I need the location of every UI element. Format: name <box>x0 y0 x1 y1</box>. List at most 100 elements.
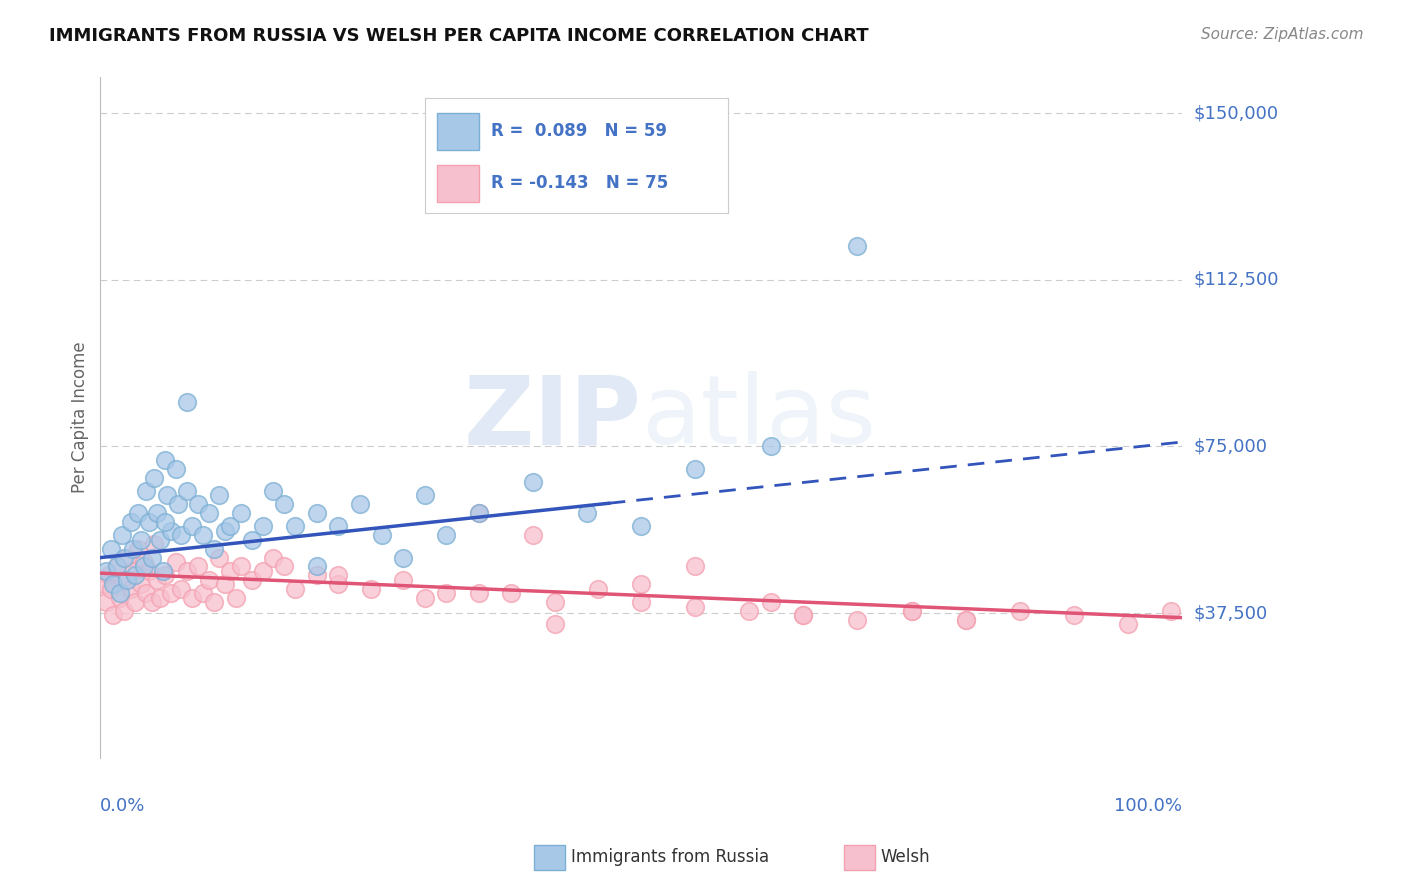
Point <box>197 573 219 587</box>
Point <box>543 617 565 632</box>
Point <box>121 541 143 556</box>
Point <box>155 452 177 467</box>
Point <box>576 506 599 520</box>
Point <box>121 564 143 578</box>
Point <box>436 586 458 600</box>
Point <box>135 586 157 600</box>
Point <box>522 528 544 542</box>
Point <box>738 604 761 618</box>
Point <box>108 591 131 605</box>
Point <box>284 519 307 533</box>
Point <box>1063 608 1085 623</box>
Point <box>759 595 782 609</box>
Point <box>630 519 652 533</box>
Point <box>468 506 491 520</box>
Point <box>131 533 153 547</box>
Point <box>252 519 274 533</box>
Point <box>167 497 190 511</box>
Point <box>187 497 209 511</box>
Point <box>149 533 172 547</box>
Point <box>176 564 198 578</box>
Point <box>120 582 142 596</box>
Point <box>328 577 350 591</box>
Point <box>138 564 160 578</box>
Point <box>98 568 121 582</box>
Point <box>120 515 142 529</box>
Text: 100.0%: 100.0% <box>1114 797 1182 814</box>
Text: $75,000: $75,000 <box>1194 437 1267 456</box>
Text: Immigrants from Russia: Immigrants from Russia <box>571 848 769 866</box>
Point <box>100 582 122 596</box>
Point <box>132 559 155 574</box>
Point <box>370 528 392 542</box>
Point <box>181 591 204 605</box>
Point <box>1116 617 1139 632</box>
Point <box>328 519 350 533</box>
Text: IMMIGRANTS FROM RUSSIA VS WELSH PER CAPITA INCOME CORRELATION CHART: IMMIGRANTS FROM RUSSIA VS WELSH PER CAPI… <box>49 27 869 45</box>
Point <box>111 528 134 542</box>
Point <box>792 608 814 623</box>
Point <box>141 550 163 565</box>
Point <box>117 550 139 565</box>
Point <box>124 595 146 609</box>
Point <box>273 559 295 574</box>
Point <box>284 582 307 596</box>
Y-axis label: Per Capita Income: Per Capita Income <box>72 342 89 493</box>
Point <box>214 577 236 591</box>
Point <box>170 528 193 542</box>
Point <box>165 461 187 475</box>
Point <box>165 555 187 569</box>
Point <box>630 577 652 591</box>
Text: $37,500: $37,500 <box>1194 604 1267 623</box>
Point <box>132 555 155 569</box>
Point <box>127 506 149 520</box>
Point <box>138 515 160 529</box>
Point <box>191 586 214 600</box>
Text: Welsh: Welsh <box>880 848 929 866</box>
Point <box>208 488 231 502</box>
Point <box>145 573 167 587</box>
Point <box>208 550 231 565</box>
Point <box>214 524 236 538</box>
Point <box>683 461 706 475</box>
Point <box>1008 604 1031 618</box>
Point <box>413 591 436 605</box>
Point <box>349 497 371 511</box>
Point <box>219 564 242 578</box>
Point <box>305 506 328 520</box>
Point <box>501 586 523 600</box>
Point <box>117 573 139 587</box>
Point <box>176 395 198 409</box>
Point <box>149 591 172 605</box>
Point <box>955 613 977 627</box>
Text: $150,000: $150,000 <box>1194 104 1278 122</box>
Text: Source: ZipAtlas.com: Source: ZipAtlas.com <box>1201 27 1364 42</box>
Point <box>262 483 284 498</box>
Point <box>143 537 166 551</box>
Point <box>225 591 247 605</box>
Point <box>170 582 193 596</box>
Point <box>229 559 252 574</box>
Point <box>305 568 328 582</box>
Point <box>141 595 163 609</box>
Point <box>155 515 177 529</box>
Point <box>176 483 198 498</box>
Point <box>683 559 706 574</box>
Point <box>240 573 263 587</box>
Point <box>262 550 284 565</box>
Text: ZIP: ZIP <box>463 371 641 464</box>
Point <box>360 582 382 596</box>
Point <box>900 604 922 618</box>
Point <box>413 488 436 502</box>
Point <box>468 506 491 520</box>
Point <box>305 559 328 574</box>
Point <box>112 604 135 618</box>
Point <box>159 524 181 538</box>
Point <box>155 568 177 582</box>
Point <box>187 559 209 574</box>
Point <box>159 586 181 600</box>
Point <box>105 559 128 574</box>
Point <box>145 506 167 520</box>
Point <box>103 608 125 623</box>
Point <box>100 541 122 556</box>
